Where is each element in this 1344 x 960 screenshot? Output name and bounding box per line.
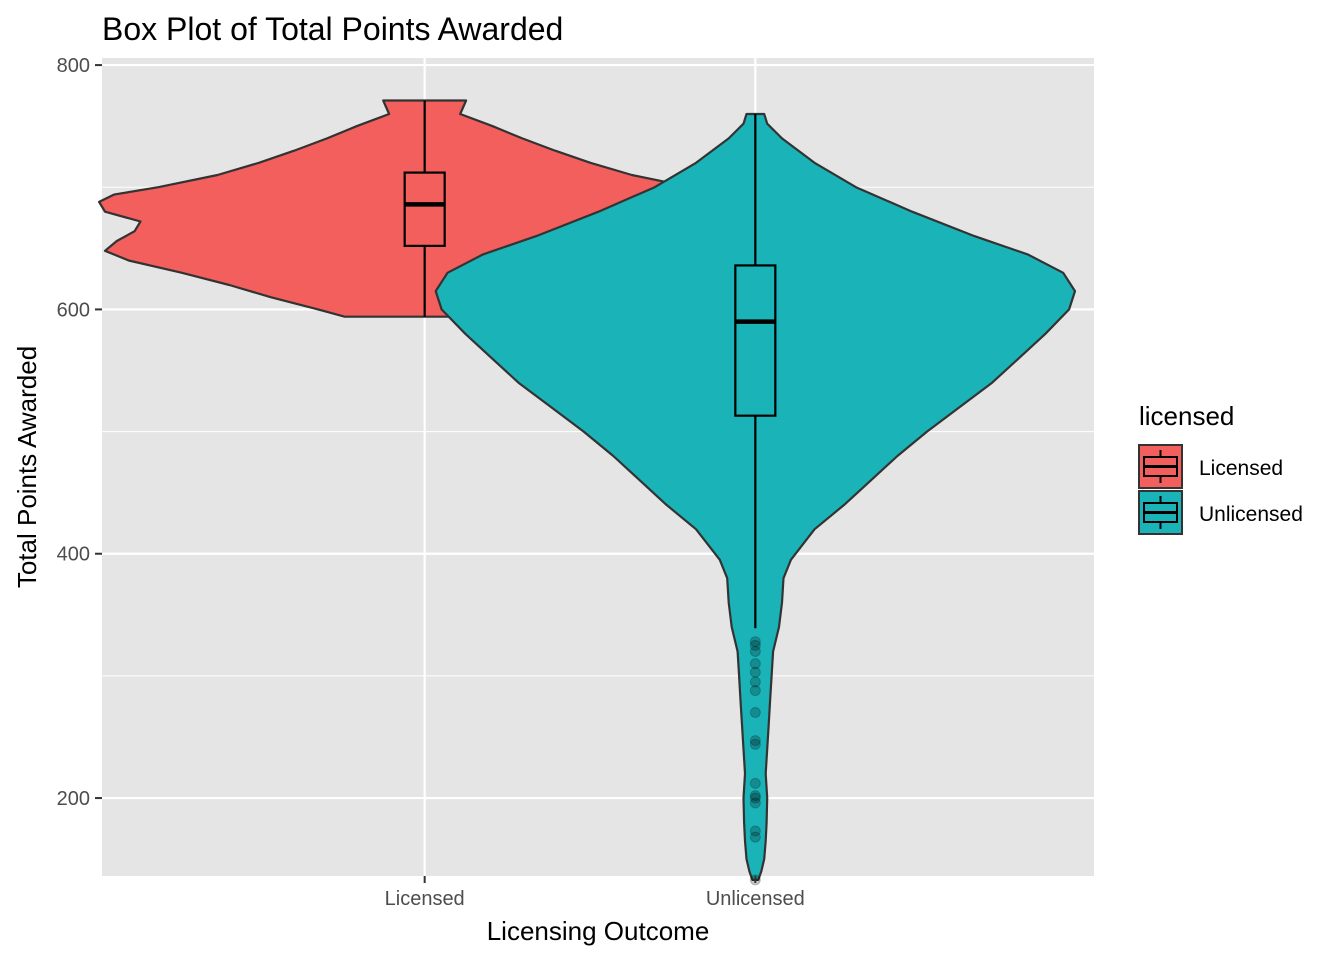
y-tick-label: 200 [57,788,90,810]
outlier-point [749,825,761,837]
legend-label-licensed: Licensed [1199,457,1283,480]
outlier-point [749,685,761,697]
outlier-point [749,790,761,802]
y-axis-title: Total Points Awarded [12,346,42,588]
outlier-point [749,792,761,804]
box-licensed [403,171,446,247]
x-tick-label: Licensed [385,888,465,910]
box-unlicensed [734,264,777,417]
outlier-point [749,831,761,843]
y-tick-label: 800 [57,55,90,77]
outlier-point [749,707,761,719]
chart-title: Box Plot of Total Points Awarded [102,11,563,47]
outlier-point [749,666,761,678]
y-tick-label: 600 [57,299,90,321]
axes: 200 400 600 800 Licensed Unlicensed [57,55,805,910]
outlier-point [749,735,761,747]
x-axis-title: Licensing Outcome [487,916,710,946]
outlier-point [749,676,761,688]
outlier-point [749,639,761,651]
legend: licensed Licensed Unlicensed [1138,401,1303,535]
x-tick-label: Unlicensed [706,888,805,910]
violin-layer [98,99,1077,886]
legend-label-unlicensed: Unlicensed [1199,503,1303,526]
outlier-point [749,797,761,809]
outlier-point [749,658,761,670]
outlier-point [749,636,761,648]
legend-title: licensed [1139,401,1234,431]
outlier-point [749,738,761,750]
outlier-point [749,777,761,789]
y-tick-label: 400 [57,544,90,566]
outlier-point [749,645,761,657]
